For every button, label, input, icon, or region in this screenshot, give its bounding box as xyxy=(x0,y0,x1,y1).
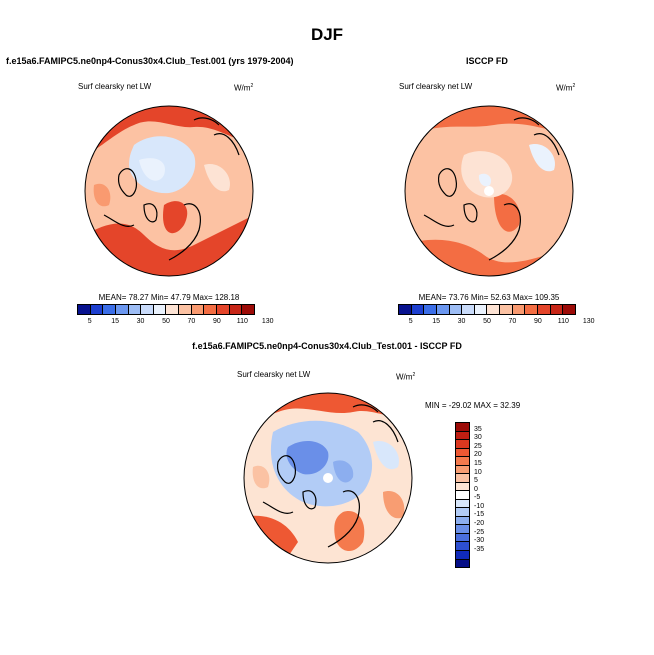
panel3-colorbar-label: -5 xyxy=(474,494,481,502)
panel1-colorbar-swatch xyxy=(115,305,129,314)
panel2-title: ISCCP FD xyxy=(466,56,508,66)
panel3-colorbar-label: -35 xyxy=(474,545,485,553)
panel2-variable: Surf clearsky net LW xyxy=(399,82,473,91)
panel2-colorbar-label: 110 xyxy=(557,318,569,325)
panel3-colorbar-label: -30 xyxy=(474,537,485,545)
panel3-colorbar-swatch xyxy=(456,550,469,560)
panel1-colorbar-swatch xyxy=(153,305,167,314)
panel2-colorbar-label: 50 xyxy=(483,318,491,325)
panel1-colorbar-swatch xyxy=(90,305,104,314)
panel1-colorbar-label: 90 xyxy=(212,318,221,325)
figure-title: DJF xyxy=(310,25,344,44)
panel1-colorbar-swatch xyxy=(103,305,116,314)
panel1-colorbar-swatch xyxy=(179,305,192,314)
panel2-colorbar-swatch xyxy=(563,305,575,314)
panel3-stats: MIN = -29.02 MAX = 32.39 xyxy=(425,401,521,410)
panel1-colorbar-swatch xyxy=(242,305,254,314)
panel2-colorbar-swatch xyxy=(462,305,475,314)
panel3-colorbar-label: 10 xyxy=(474,468,482,476)
panel2-colorbar-labels: 5 15 30 50 70 90 110 130 xyxy=(398,318,595,328)
panel2-colorbar-swatch xyxy=(449,305,463,314)
panel1-colorbar-label: 70 xyxy=(187,318,196,325)
panel1-colorbar-label: 130 xyxy=(261,318,274,325)
panel3-colorbar-swatch xyxy=(456,457,469,466)
panel3-variable: Surf clearsky net LW xyxy=(237,370,311,379)
panel2-colorbar-label: 130 xyxy=(582,318,595,325)
panel1-variable: Surf clearsky net LW xyxy=(78,82,152,91)
panel2-colorbar-swatch xyxy=(525,305,539,314)
panel1-colorbar-swatch xyxy=(141,305,154,314)
panel3-colorbar-swatch xyxy=(456,448,469,458)
panel1-colorbar-label: 50 xyxy=(162,318,170,325)
panel2-colorbar-swatch xyxy=(538,305,551,314)
panel3-colorbar-label: 30 xyxy=(474,434,482,442)
panel3-colorbar-swatch xyxy=(456,525,469,534)
panel1-colorbar-swatch xyxy=(204,305,218,314)
panel3-colorbar-label: 20 xyxy=(474,451,482,459)
panel1-colorbar-label: 5 xyxy=(87,318,92,325)
panel3-colorbar-label: 0 xyxy=(474,485,478,493)
panel3-colorbar-label: -25 xyxy=(474,528,485,536)
panel1-map xyxy=(84,105,254,277)
panel1-colorbar-labels: 5 15 30 50 70 90 110 130 xyxy=(77,318,274,328)
panel1-units: W/m2 xyxy=(234,83,254,93)
panel1-colorbar-swatch xyxy=(78,305,91,314)
panel2-colorbar-label: 90 xyxy=(533,318,542,325)
panel3-title: f.e15a6.FAMIPC5.ne0np4-Conus30x4.Club_Te… xyxy=(192,341,462,351)
panel3-map xyxy=(243,392,413,564)
panel3-colorbar-swatch xyxy=(456,440,469,449)
panel1-colorbar-label: 15 xyxy=(111,318,120,325)
panel1-colorbar xyxy=(77,304,255,315)
panel1-colorbar-swatch xyxy=(128,305,142,314)
panel3-colorbar-swatch xyxy=(456,474,469,483)
panel2-colorbar-swatch xyxy=(500,305,513,314)
panel1-colorbar-swatch xyxy=(166,305,180,314)
panel2-colorbar-swatch xyxy=(424,305,437,314)
panel3-colorbar-swatch xyxy=(456,542,469,551)
panel3-colorbar-swatch xyxy=(456,533,469,543)
panel2-colorbar-label: 5 xyxy=(408,318,413,325)
panel2-colorbar-label: 30 xyxy=(457,318,466,325)
panel3-colorbar-swatch xyxy=(456,559,469,568)
panel3-colorbar-swatch xyxy=(456,423,469,432)
panel3-colorbar-swatch xyxy=(456,508,469,517)
panel2-colorbar-swatch xyxy=(550,305,564,314)
panel3-units: W/m2 xyxy=(396,372,416,382)
panel3-colorbar-swatch xyxy=(456,431,469,441)
panel3-colorbar-label: 25 xyxy=(474,442,482,450)
panel2-colorbar-swatch xyxy=(411,305,425,314)
panel3-colorbar-label: 5 xyxy=(474,477,478,485)
panel3-colorbar-label: 15 xyxy=(474,459,482,467)
panel2-colorbar-swatch xyxy=(512,305,526,314)
panel1-colorbar-swatch xyxy=(217,305,230,314)
panel3-colorbar-swatch xyxy=(456,499,469,509)
panel3-colorbar-swatch xyxy=(456,465,469,475)
panel3-colorbar-label: -20 xyxy=(474,520,485,528)
panel2-colorbar-swatch xyxy=(487,305,501,314)
panel1-stats: MEAN= 78.27 Min= 47.79 Max= 128.18 xyxy=(98,293,240,302)
panel1-title: f.e15a6.FAMIPC5.ne0np4-Conus30x4.Club_Te… xyxy=(6,56,294,66)
panel3-colorbar-label: -10 xyxy=(474,502,485,510)
panel1-colorbar-label: 110 xyxy=(236,318,248,325)
panel2-stats: MEAN= 73.76 Min= 52.63 Max= 109.35 xyxy=(418,293,560,302)
panel1-colorbar-label: 30 xyxy=(136,318,145,325)
panel3-colorbar-swatch xyxy=(456,482,469,492)
panel1-colorbar-swatch xyxy=(191,305,205,314)
panel2-units: W/m2 xyxy=(556,83,576,93)
panel3-colorbar-label: 35 xyxy=(474,425,482,433)
panel3-colorbar-label: -15 xyxy=(474,511,485,519)
panel2-map xyxy=(404,105,574,277)
panel2-colorbar-label: 15 xyxy=(432,318,441,325)
panel1-colorbar-swatch xyxy=(229,305,243,314)
panel2-colorbar-swatch xyxy=(436,305,450,314)
panel3-colorbar-labels: 35 30 25 20 15 10 5 0 -5 -10 -15 -20 -25 -30 -35 xyxy=(474,422,504,568)
panel2-colorbar-swatch xyxy=(399,305,412,314)
panel2-colorbar xyxy=(398,304,576,315)
panel2-colorbar-label: 70 xyxy=(508,318,517,325)
panel3-colorbar-swatch xyxy=(456,516,469,526)
panel3-colorbar xyxy=(455,422,470,568)
panel3-colorbar-swatch xyxy=(456,491,469,500)
panel2-colorbar-swatch xyxy=(474,305,488,314)
